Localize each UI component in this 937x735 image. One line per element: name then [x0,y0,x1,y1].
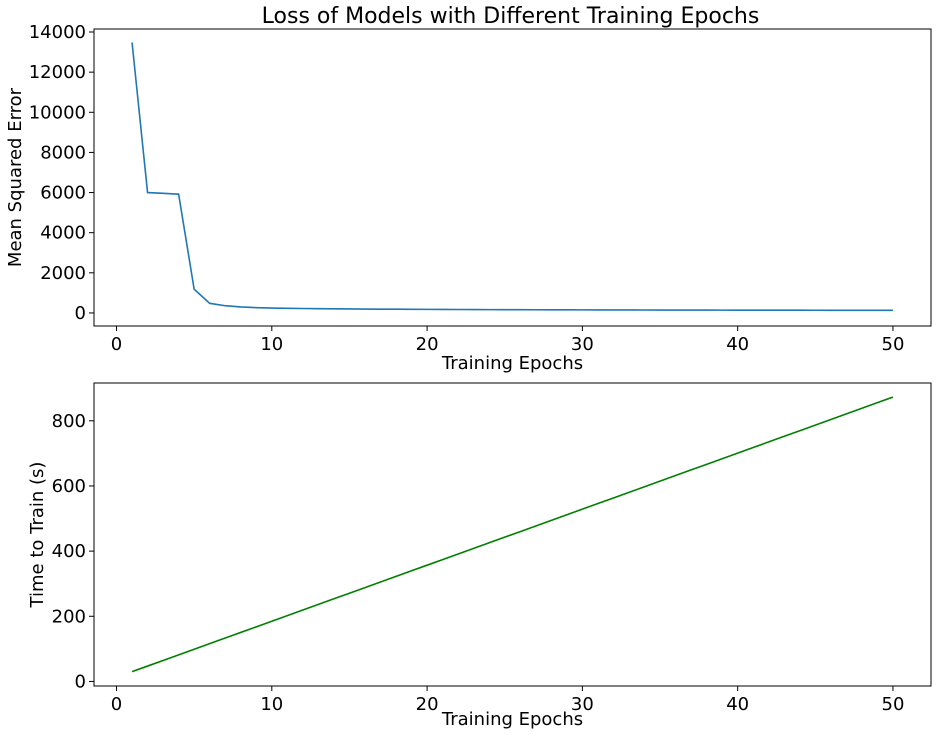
loss-ytick-label: 0 [75,303,86,324]
time-chart: 0 10 20 30 40 50 0 200 400 600 800 Training Epochs… [27,382,932,730]
loss-chart-xlabel: Training Epochs [441,353,583,374]
time-chart-frame [93,382,932,687]
time-ytick-label: 0 [75,671,86,692]
loss-ytick-label: 6000 [40,183,86,204]
loss-xtick-label: 10 [260,334,283,355]
time-ytick-label: 800 [52,411,86,432]
loss-ytick-label: 10000 [29,102,86,123]
loss-ytick-label: 4000 [40,223,86,244]
time-chart-ticks: 0 10 20 30 40 50 0 200 400 600 800 [52,411,905,715]
loss-series-line [131,42,893,312]
time-chart-xlabel: Training Epochs [441,709,583,730]
loss-chart-ylabel: Mean Squared Error [5,87,26,267]
loss-ytick-label: 12000 [29,62,86,83]
time-xtick-label: 20 [416,694,439,715]
loss-xtick-label: 40 [726,334,749,355]
time-xtick-label: 30 [571,694,594,715]
loss-ytick-label: 2000 [40,263,86,284]
loss-chart-ticks: 0 10 20 30 40 50 0 2000 4000 6000 8000 10000 12000 14… [29,22,905,355]
loss-xtick-label: 50 [882,334,905,355]
time-ytick-label: 600 [52,476,86,497]
time-xtick-label: 50 [882,694,905,715]
time-xtick-label: 10 [260,694,283,715]
loss-ytick-label: 14000 [29,22,86,43]
loss-chart-frame [93,28,932,327]
time-xtick-label: 0 [111,694,122,715]
time-ytick-label: 200 [52,606,86,627]
loss-ytick-label: 8000 [40,142,86,163]
loss-chart: Loss of Models with Different Training E… [5,4,932,374]
time-xtick-label: 40 [726,694,749,715]
loss-chart-title: Loss of Models with Different Training E… [262,4,760,29]
time-chart-ylabel: Time to Train (s) [27,462,48,609]
loss-xtick-label: 20 [416,334,439,355]
time-ytick-label: 400 [52,541,86,562]
loss-xtick-label: 0 [111,334,122,355]
loss-xtick-label: 30 [571,334,594,355]
time-series-line [131,396,894,673]
